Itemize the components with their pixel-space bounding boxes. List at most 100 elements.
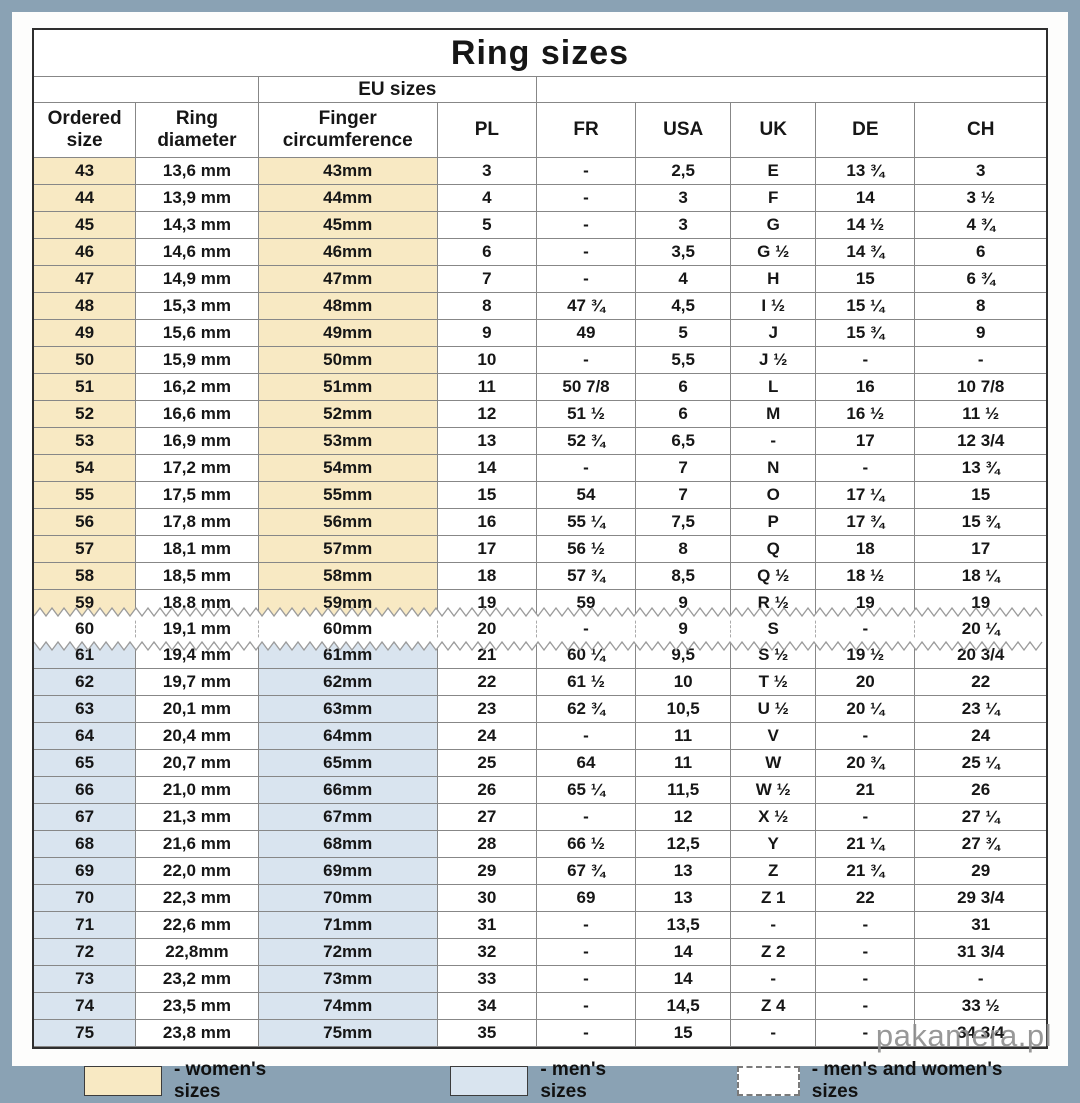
table-row: 47 14,9 mm 47mm 7-4 H 15 6 ¾ (34, 266, 1046, 293)
cell: 14 (816, 185, 916, 212)
cell: 65mm (258, 750, 438, 777)
cell: 58 (34, 563, 137, 590)
cell: 59 (537, 590, 637, 616)
cell: O (731, 482, 817, 509)
table-row: 67 21,3 mm 67mm 27-12 X ½ -27 ¼ (34, 804, 1046, 831)
cell: 21 ¼ (816, 831, 916, 858)
cell: - (816, 804, 916, 831)
cell: - (816, 723, 916, 750)
cell: J ½ (731, 347, 817, 374)
cell: 18,5 mm (136, 563, 259, 590)
cell: 64mm (258, 723, 438, 750)
cell: I ½ (731, 293, 817, 320)
cell: 7 (437, 266, 537, 293)
cell: - (536, 158, 637, 185)
cell: 20,7 mm (136, 750, 259, 777)
cell: 17 ¼ (816, 482, 916, 509)
cell: 69mm (258, 858, 438, 885)
cell: 31 (437, 912, 537, 939)
cell: 8,5 (636, 563, 732, 590)
cell: - (536, 455, 637, 482)
cell: 17,2 mm (136, 455, 259, 482)
cell: 52 ¾ (536, 428, 637, 455)
cell: 9 (636, 616, 732, 642)
cell: 12 (636, 804, 732, 831)
cell: 3,5 (636, 239, 732, 266)
cell: - (536, 804, 637, 831)
cell: - (536, 912, 637, 939)
cell: 73 (34, 966, 137, 993)
cell: 55mm (258, 482, 438, 509)
cell: T ½ (731, 669, 817, 696)
cell: 51mm (258, 374, 438, 401)
cell: - (536, 723, 637, 750)
cell: 19 (971, 593, 991, 612)
cell: - (816, 966, 916, 993)
cell: G ½ (731, 239, 817, 266)
cell: 15 (437, 482, 537, 509)
unisex-sizes-label: - men's and women's sizes (811, 1059, 1003, 1102)
cell: 14 (437, 455, 537, 482)
men-sizes-label: - men's sizes (540, 1059, 607, 1102)
column-header: Ordered size (34, 103, 137, 158)
ring-size-table: Ring sizes EU sizes Ordered size Ring dia… (32, 28, 1048, 1049)
cell: M (731, 401, 817, 428)
women-sizes-swatch (84, 1066, 163, 1096)
cell: X ½ (731, 804, 817, 831)
cell: 50 (34, 347, 137, 374)
cell: 54mm (258, 455, 438, 482)
cell: 14 (636, 939, 732, 966)
cell: 54 (536, 482, 637, 509)
cell: - (915, 347, 1046, 374)
table-row: 61 19,4 mm 61mm 21 60 ¼ 9,5 S ½ 19 ½ 20 3/4 (34, 642, 1046, 669)
cell: 18 (816, 536, 916, 563)
ring-size-table-container: Ring sizes EU sizes Ordered size Ring dia… (32, 28, 1048, 1049)
cell: 13,9 mm (136, 185, 259, 212)
cell: 5 (636, 320, 732, 347)
cell: 16 ½ (816, 401, 916, 428)
cell: 69 (536, 885, 637, 912)
cell: 13 (437, 428, 537, 455)
cell: 75 (34, 1020, 137, 1047)
cell: 16,2 mm (136, 374, 259, 401)
cell: 16,6 mm (136, 401, 259, 428)
cell: 60mm (258, 616, 438, 642)
cell: 60 (34, 616, 137, 642)
cell: 27 ¼ (915, 804, 1046, 831)
cell: 51 (34, 374, 137, 401)
cell: 66mm (258, 777, 438, 804)
cell: 20,1 mm (136, 696, 259, 723)
cell: 24 (437, 723, 537, 750)
cell: 22,8mm (136, 939, 259, 966)
cell: 23,8 mm (136, 1020, 259, 1047)
cell: 25 (437, 750, 537, 777)
cell: 12 3/4 (915, 428, 1046, 455)
cell: 48mm (258, 293, 438, 320)
table-row: 75 23,8 mm 75mm 35-15- -34 3/4 (34, 1020, 1046, 1047)
cell: - (816, 347, 916, 374)
cell: 13 (636, 885, 732, 912)
cell: 61mm (258, 642, 438, 669)
cell: 55 (34, 482, 137, 509)
table-row: 63 20,1 mm 63mm 23 62 ¾ 10,5 U ½ 20 ¼ 23 ¼ (34, 696, 1046, 723)
cell: 19 ½ (816, 642, 916, 669)
cell: 15 ¼ (816, 293, 916, 320)
cell: 5,5 (636, 347, 732, 374)
cell: 62 ¾ (536, 696, 637, 723)
cell: 20 (816, 669, 916, 696)
cell: P (731, 509, 817, 536)
cell: 8 (437, 293, 537, 320)
column-header: FR (536, 103, 637, 158)
cell: - (536, 266, 637, 293)
cell: 46mm (258, 239, 438, 266)
cell: 20 ¼ (816, 696, 916, 723)
cell: 45mm (258, 212, 438, 239)
cell: 15 (816, 266, 916, 293)
cell: 71mm (258, 912, 438, 939)
cell: 53mm (258, 428, 438, 455)
group-header-row: EU sizes (34, 77, 1046, 103)
table-row: 70 22,3 mm 70mm 30 69 13 Z 1 22 29 3/4 (34, 885, 1046, 912)
table-row: 50 15,9 mm 50mm 10-5,5 J ½-- (34, 347, 1046, 374)
column-header-row: Ordered size Ring diameter Finger circumfe… (34, 103, 1046, 158)
cell: 26 (437, 777, 537, 804)
